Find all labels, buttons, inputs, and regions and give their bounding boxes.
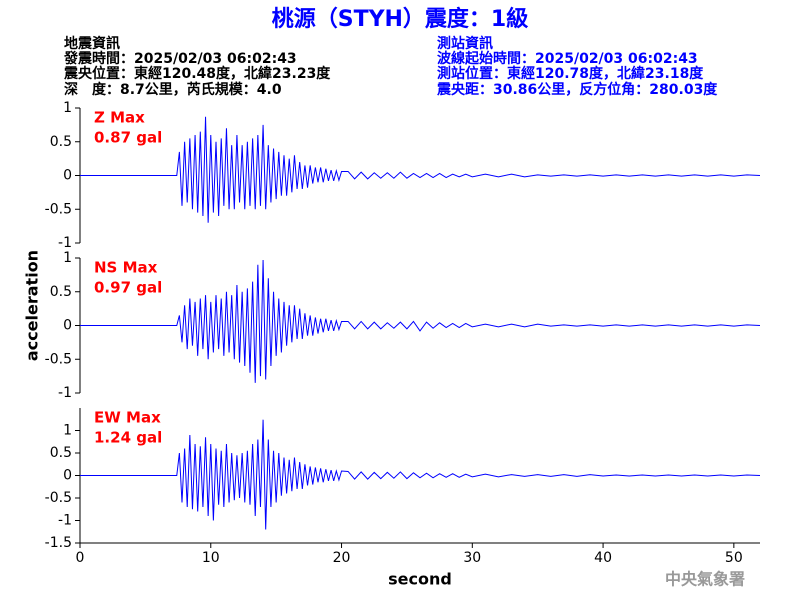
x-tick-label: 0: [76, 550, 85, 566]
info-left: 深 度：8.7公里，芮氏規模：4.0: [64, 81, 282, 98]
y-tick-label: 1: [63, 423, 72, 439]
y-tick-label: -0.5: [45, 490, 72, 506]
chart-title: 桃源（STYH）震度：1級: [272, 6, 529, 32]
y-tick-label: -1.5: [45, 535, 72, 551]
y-tick-label: 1: [63, 250, 72, 266]
max-label: 1.24 gal: [94, 429, 162, 447]
watermark: 中央氣象署: [665, 570, 745, 589]
y-tick-label: 0.5: [50, 134, 72, 150]
y-tick-label: 1: [63, 100, 72, 116]
legend-label: NS Max: [94, 259, 158, 277]
y-tick-label: 0: [63, 318, 72, 334]
legend-label: EW Max: [94, 409, 161, 427]
x-tick-label: 10: [202, 550, 220, 566]
info-right: 波線起始時間：2025/02/03 06:02:43: [437, 50, 698, 67]
max-label: 0.87 gal: [94, 129, 162, 147]
info-left: 地震資訊: [64, 35, 120, 52]
y-tick-label: -1: [58, 385, 72, 401]
x-tick-label: 20: [333, 550, 351, 566]
info-left: 震央位置：東經120.48度，北緯23.23度: [63, 65, 331, 82]
y-tick-label: -1: [58, 513, 72, 529]
y-tick-label: 0: [63, 468, 72, 484]
info-left: 發震時間：2025/02/03 06:02:43: [63, 50, 297, 67]
info-right: 震央距：30.86公里，反方位角：280.03度: [436, 81, 718, 98]
max-label: 0.97 gal: [94, 279, 162, 297]
y-tick-label: -0.5: [45, 351, 72, 367]
waveform: [80, 116, 761, 223]
x-tick-label: 30: [463, 550, 481, 566]
y-tick-label: 0: [63, 168, 72, 184]
x-tick-label: 40: [594, 550, 612, 566]
legend-label: Z Max: [94, 109, 145, 127]
info-right: 測站位置：東經120.78度，北緯23.18度: [437, 65, 704, 82]
y-tick-label: -0.5: [45, 201, 72, 217]
y-tick-label: -1: [58, 235, 72, 251]
waveform: [80, 260, 761, 383]
y-axis-label: acceleration: [23, 250, 42, 361]
y-tick-label: 0.5: [50, 445, 72, 461]
waveform: [80, 419, 761, 530]
info-right: 測站資訊: [437, 35, 493, 52]
x-axis-label: second: [388, 570, 452, 589]
x-tick-label: 50: [725, 550, 743, 566]
y-tick-label: 0.5: [50, 284, 72, 300]
